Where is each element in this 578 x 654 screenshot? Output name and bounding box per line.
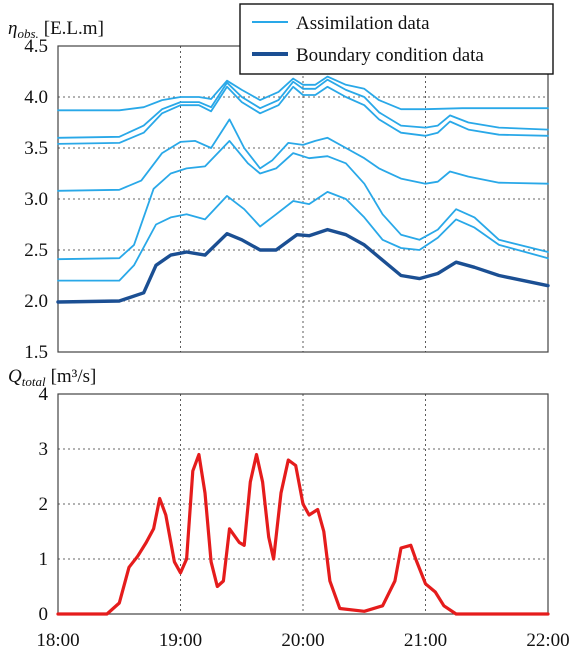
x-tick-label: 18:00 <box>36 630 79 651</box>
level-y-tick-label: 4.0 <box>24 87 48 108</box>
level-y-tick-label: 3.5 <box>24 138 48 159</box>
discharge-y-tick-label: 2 <box>39 494 49 515</box>
level-y-tick-label: 1.5 <box>24 342 48 363</box>
level-series-line-3 <box>57 85 549 145</box>
level-series-line-4 <box>57 118 549 192</box>
level-y-tick-label: 2.5 <box>24 240 48 261</box>
level-y-tick-label: 4.5 <box>24 36 48 57</box>
discharge-y-tick-label: 3 <box>39 439 49 460</box>
discharge-ylabel-symbol: Q <box>8 366 22 387</box>
x-tick-label: 22:00 <box>526 630 569 651</box>
level-y-tick-label: 2.0 <box>24 291 48 312</box>
x-tick-label: 20:00 <box>281 630 324 651</box>
legend-label-2: Boundary condition data <box>296 45 484 66</box>
legend-label-1: Assimilation data <box>296 13 430 34</box>
level-ylabel-unit: [E.L.m] <box>44 18 104 39</box>
x-tick-label: 19:00 <box>159 630 202 651</box>
legend: Assimilation data Boundary condition data <box>239 3 554 75</box>
water-level-chart: 4.5 4.0 3.5 3.0 2.5 2.0 1.5 ηobs. [E.L.m] Assimil… <box>8 3 554 363</box>
discharge-ylabel-unit: [m³/s] <box>51 366 97 387</box>
discharge-y-axis-label: Qtotal [m³/s] <box>8 366 96 389</box>
level-y-axis-label: ηobs. [E.L.m] <box>8 18 104 41</box>
discharge-series-line-1 <box>56 452 550 616</box>
discharge-ylabel-subscript: total <box>22 374 46 389</box>
level-series-line-5 <box>57 139 549 261</box>
level-series-line-7 <box>56 227 550 304</box>
level-series-line-6 <box>57 190 549 282</box>
level-series-line-2 <box>57 78 549 139</box>
level-ylabel-subscript: obs. <box>17 26 38 41</box>
discharge-y-tick-label: 0 <box>39 604 49 625</box>
discharge-y-tick-label: 4 <box>39 384 49 405</box>
discharge-y-tick-label: 1 <box>39 549 49 570</box>
level-y-tick-label: 3.0 <box>24 189 48 210</box>
level-series-line-1 <box>57 75 549 112</box>
legend-box <box>239 3 554 75</box>
x-tick-label: 21:00 <box>404 630 447 651</box>
discharge-chart: 4 3 2 1 0 Qtotal [m³/s] 18:00 19:00 20:00 21:00 22:… <box>8 366 570 651</box>
level-ylabel-symbol: η <box>8 18 17 39</box>
